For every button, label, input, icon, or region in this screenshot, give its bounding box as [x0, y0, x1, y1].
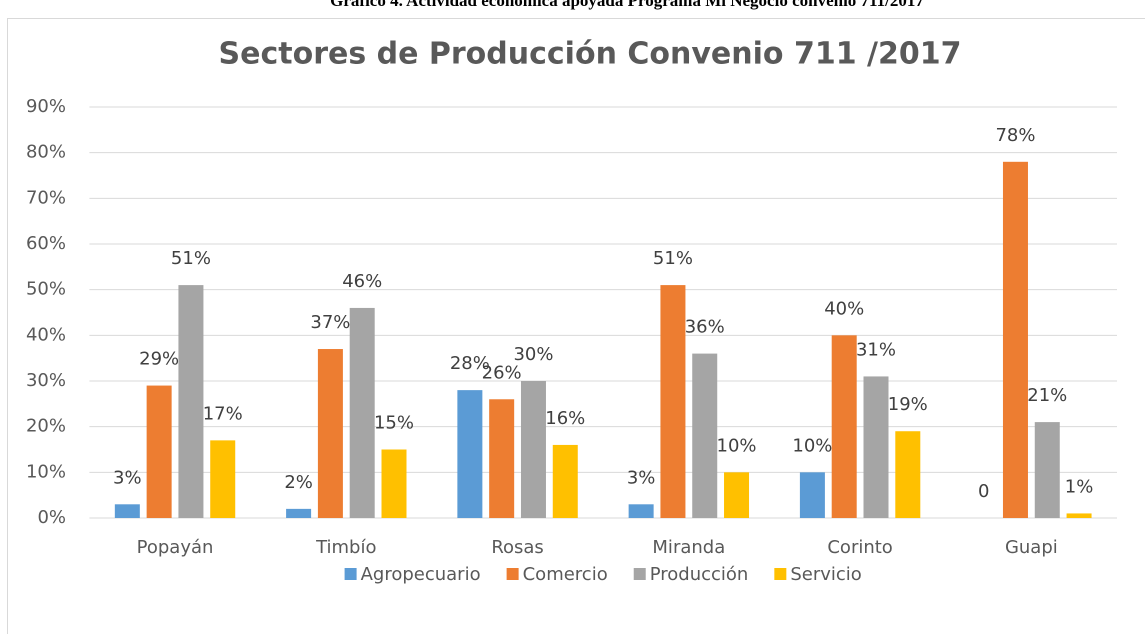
y-tick-label: 40% [26, 324, 66, 345]
data-label: 28% [450, 353, 490, 374]
bar [178, 285, 204, 518]
x-tick-label: Timbío [315, 537, 376, 558]
legend-swatch [506, 568, 519, 580]
data-label: 46% [342, 271, 382, 292]
data-label: 10% [792, 435, 832, 456]
legend-swatch [633, 568, 646, 580]
chart-title: Sectores de Producción Convenio 711 /201… [219, 37, 962, 72]
y-tick-label: 70% [26, 187, 66, 208]
bar [724, 472, 750, 518]
x-tick-label: Miranda [652, 537, 725, 558]
y-tick-label: 90% [26, 96, 66, 117]
data-label: 2% [284, 472, 313, 493]
y-tick-label: 30% [26, 370, 66, 391]
caption: Gráfico 4. Actividad económica apoyada P… [330, 0, 924, 10]
legend-swatch [344, 568, 357, 580]
bar [1066, 513, 1092, 518]
bar [799, 472, 825, 518]
bar [520, 381, 546, 518]
data-label: 51% [171, 248, 211, 269]
x-tick-label: Popayán [137, 537, 214, 558]
x-tick-label: Guapi [1005, 537, 1058, 558]
data-label: 3% [627, 467, 656, 488]
legend-swatch [774, 568, 787, 580]
x-tick-label: Rosas [491, 537, 544, 558]
y-tick-label: 60% [26, 233, 66, 254]
data-label: 15% [374, 413, 414, 434]
data-label: 36% [685, 317, 725, 338]
bar [895, 431, 921, 518]
bar [831, 335, 857, 518]
legend-label: Comercio [523, 564, 608, 585]
data-label: 29% [139, 349, 179, 370]
bar [210, 440, 236, 518]
bar [457, 390, 483, 518]
data-label: 40% [824, 298, 864, 319]
bar [146, 385, 172, 518]
data-label: 78% [995, 125, 1035, 146]
data-label: 21% [1027, 385, 1067, 406]
bar [1034, 422, 1060, 518]
y-tick-label: 0% [37, 507, 66, 528]
legend-label: Servicio [790, 564, 861, 585]
x-tick-label: Corinto [827, 537, 892, 558]
bar [489, 399, 515, 518]
bar [286, 508, 312, 518]
bar [692, 353, 718, 518]
data-label: 31% [856, 339, 896, 360]
bar [863, 376, 889, 518]
y-tick-label: 80% [26, 142, 66, 163]
y-tick-label: 20% [26, 416, 66, 437]
bar [1002, 161, 1028, 519]
data-label: 26% [482, 362, 522, 383]
data-label: 16% [545, 408, 585, 429]
data-label: 30% [513, 344, 553, 365]
y-tick-label: 50% [26, 279, 66, 300]
data-label: 1% [1065, 476, 1094, 497]
data-label: 3% [113, 467, 142, 488]
legend-label: Agropecuario [361, 564, 481, 585]
data-label: 10% [717, 435, 757, 456]
data-label: 17% [203, 403, 243, 424]
data-label: 0 [978, 481, 989, 502]
data-label: 37% [310, 312, 350, 333]
legend-label: Producción [650, 564, 749, 585]
bar [317, 349, 343, 518]
data-label: 51% [653, 248, 693, 269]
bar [628, 504, 654, 518]
y-tick-label: 10% [26, 461, 66, 482]
data-label: 19% [888, 394, 928, 415]
bar [114, 504, 140, 518]
bar [660, 285, 686, 518]
bar [552, 444, 578, 518]
bar [349, 307, 375, 518]
bar [381, 449, 407, 518]
